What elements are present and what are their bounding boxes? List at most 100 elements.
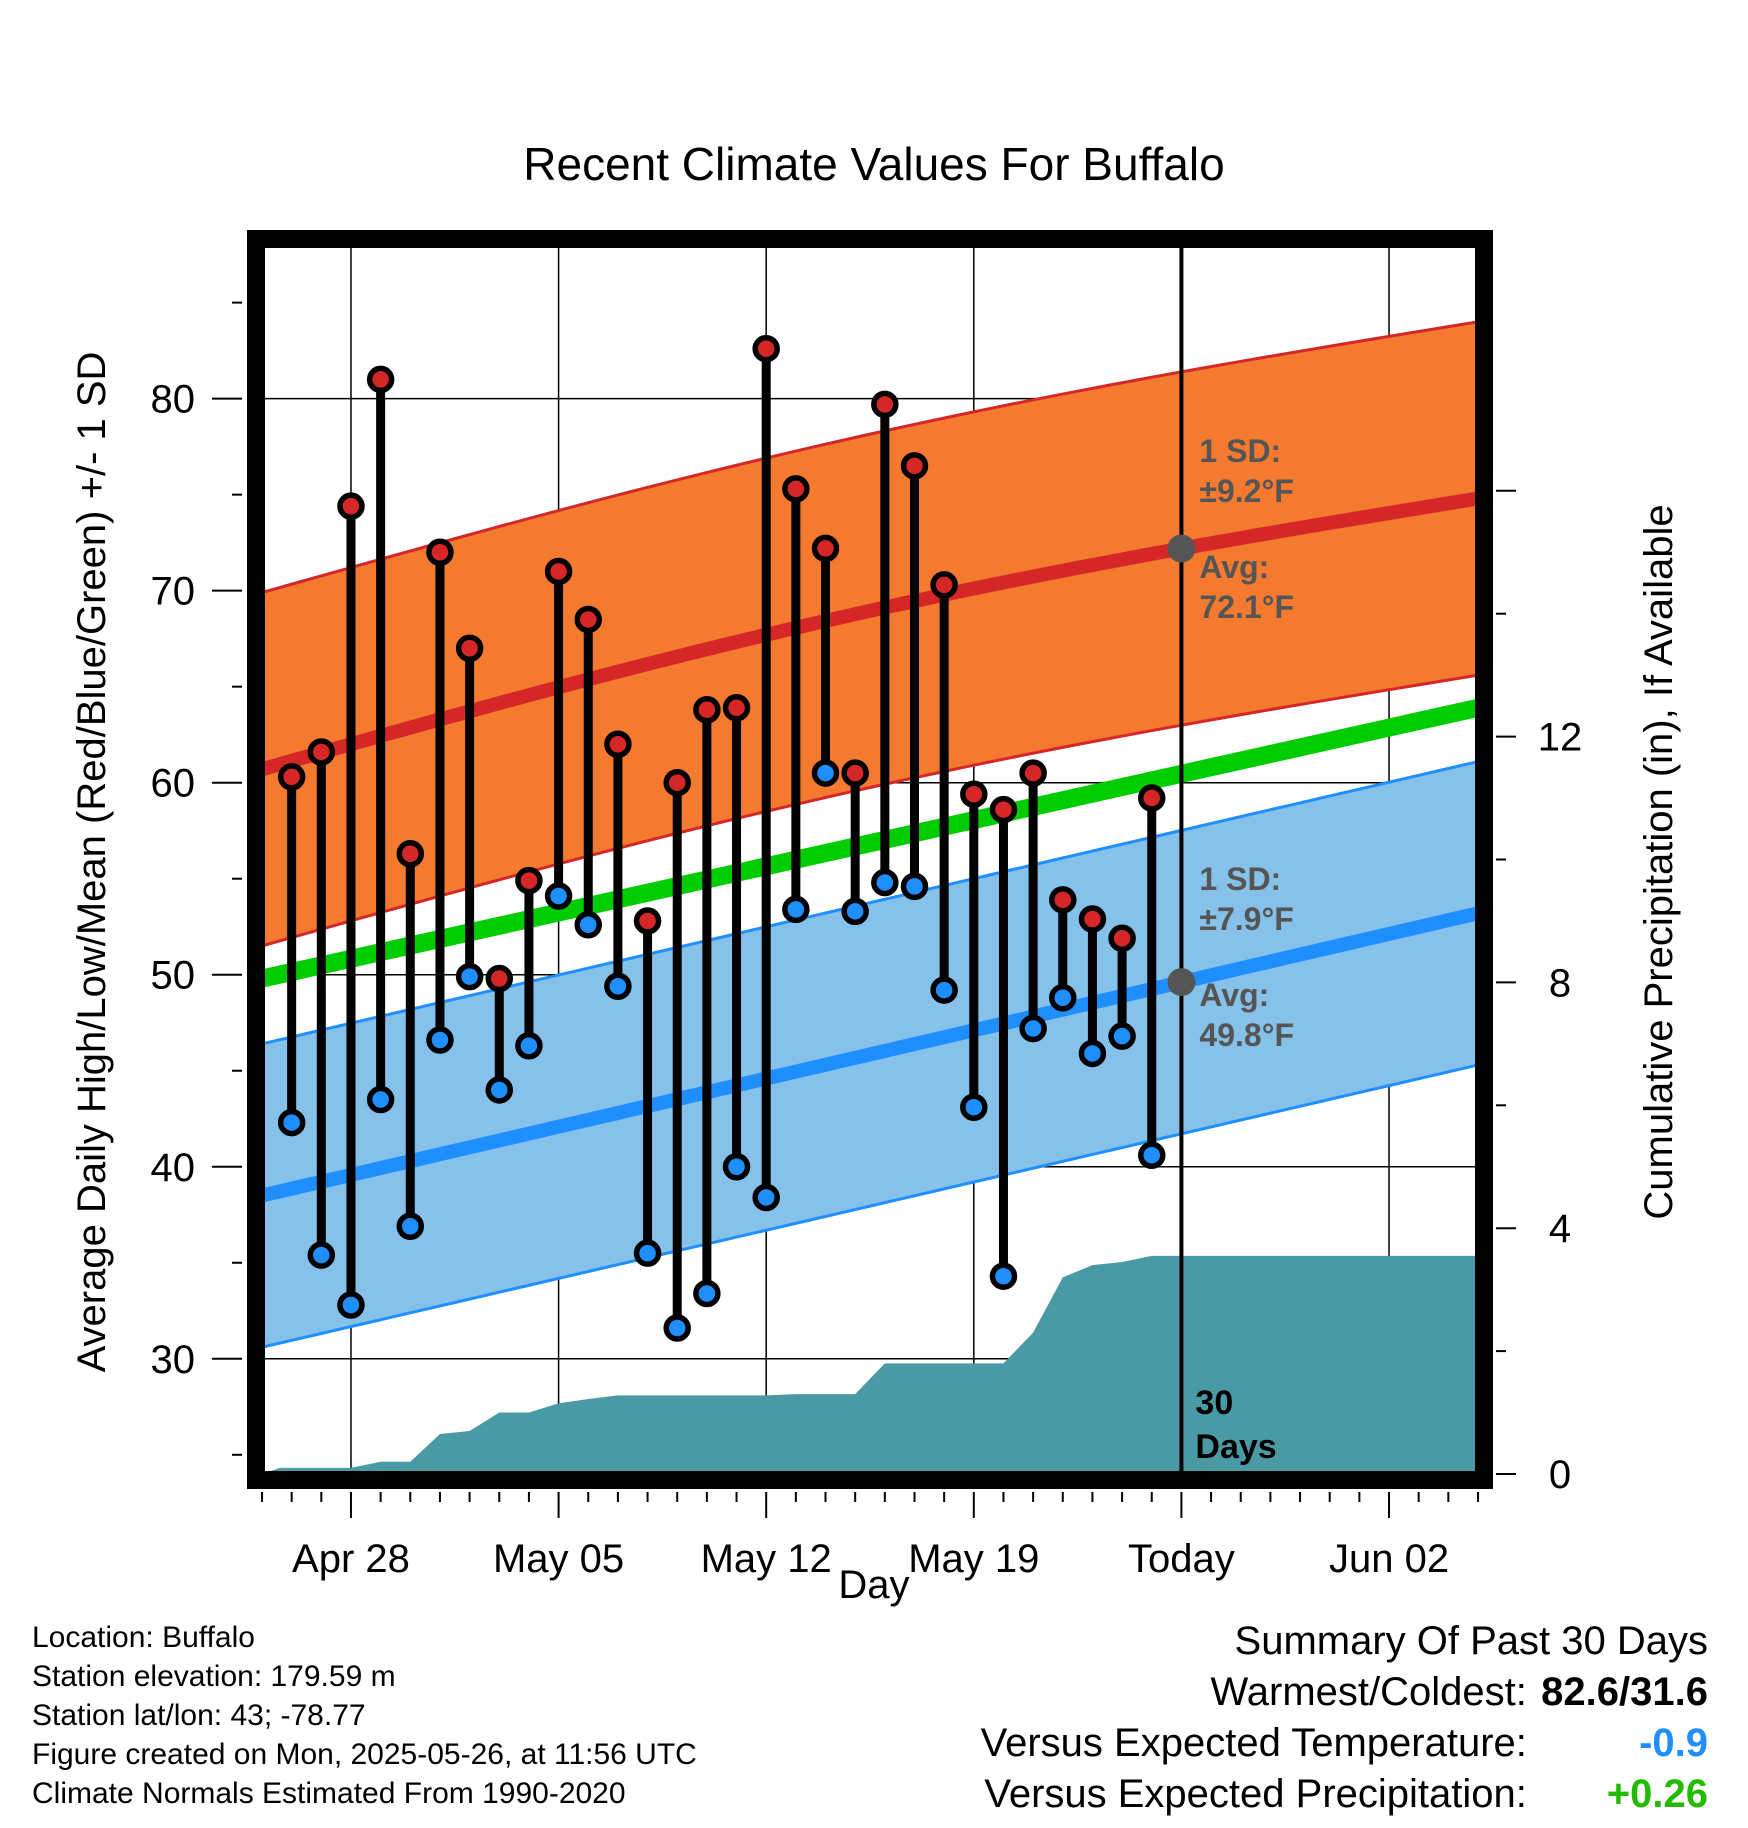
high-point [633, 907, 662, 935]
summary-precip-row: Versus Expected Precipitation: +0.26 [981, 1769, 1708, 1820]
summary-warmest-row: Warmest/Coldest: 82.6/31.6 [981, 1667, 1709, 1718]
low-point [930, 976, 958, 1004]
high-point [455, 634, 484, 663]
today-low-normal-dot [1167, 968, 1196, 997]
high-point [811, 534, 840, 563]
low-point [515, 1032, 543, 1060]
station-info: Location: Buffalo Station elevation: 179… [32, 1618, 697, 1813]
y-axis-label: Average Daily High/Low/Mean (Red/Blue/Gr… [70, 352, 114, 1373]
low-point [1019, 1014, 1047, 1043]
summary-panel: Summary Of Past 30 Days Warmest/Coldest:… [981, 1616, 1708, 1820]
high-point [485, 964, 514, 993]
low-point [337, 1291, 365, 1319]
low-point [574, 911, 602, 939]
low-band-lower-edge [261, 1063, 1479, 1349]
low-point [485, 1076, 514, 1104]
x-tick-label: Jun 02 [1329, 1537, 1449, 1581]
low-point [989, 1262, 1018, 1290]
climate-chart: Recent Climate Values For Buffalo 1 SD: ±… [70, 138, 1681, 1607]
today-window-label: 30 [1195, 1384, 1233, 1422]
low-point [752, 1183, 780, 1212]
latlon-text: Station lat/lon: 43; -78.77 [32, 1699, 366, 1732]
x-tick-label: May 05 [493, 1537, 624, 1581]
high-avg-label: Avg: [1199, 549, 1269, 585]
high-point [900, 452, 929, 480]
high-point [871, 390, 899, 419]
high-point [277, 763, 306, 791]
low-point [871, 868, 899, 897]
high-band-upper-edge [261, 320, 1479, 595]
warmest-label: Warmest/Coldest: [1210, 1670, 1527, 1714]
high-point [930, 571, 958, 599]
x-tick-label: May 12 [701, 1537, 832, 1581]
low-point [366, 1085, 395, 1114]
y-tick-label: 70 [151, 570, 196, 614]
normals-text: Climate Normals Estimated From 1990-2020 [32, 1777, 626, 1810]
high-sd-value: ±9.2°F [1199, 473, 1293, 509]
high-point [604, 730, 632, 759]
temp-value: -0.9 [1639, 1721, 1708, 1765]
low-point [396, 1212, 425, 1241]
high-point [960, 780, 988, 808]
precip-area [262, 1255, 1478, 1474]
high-avg-value: 72.1°F [1199, 589, 1294, 625]
high-point [1019, 759, 1047, 787]
high-point [1078, 905, 1107, 933]
x-tick-label: May 19 [908, 1537, 1039, 1581]
high-band-lower-edge [261, 673, 1479, 948]
low-point [1108, 1022, 1136, 1050]
low-point [900, 872, 929, 901]
x-tick-label: Today [1128, 1537, 1235, 1581]
x-tick-label: Apr 28 [292, 1537, 410, 1581]
low-normal-line [260, 906, 1480, 1203]
y-tick-label: 80 [151, 378, 196, 422]
high-point [307, 738, 336, 766]
low-sd-value: ±7.9°F [1199, 901, 1293, 937]
high-point [544, 557, 573, 586]
plot-frame [247, 230, 1493, 1489]
low-point [811, 759, 840, 787]
low-avg-value: 49.8°F [1199, 1017, 1294, 1053]
low-point [426, 1026, 454, 1054]
high-point [1049, 886, 1077, 914]
high-normal-band [262, 321, 1478, 946]
low-band-upper-edge [261, 760, 1479, 1046]
high-point [752, 334, 780, 363]
y-tick-label: 40 [151, 1146, 196, 1190]
y-tick-label: 30 [151, 1338, 196, 1382]
y2-tick-label: 4 [1549, 1207, 1571, 1251]
low-point [307, 1241, 336, 1269]
high-point [722, 694, 751, 722]
high-point [782, 475, 810, 503]
high-point [989, 795, 1018, 824]
high-point [1108, 924, 1136, 952]
high-sd-label: 1 SD: [1199, 433, 1281, 469]
high-normal-line [260, 491, 1480, 776]
chart-title: Recent Climate Values For Buffalo [523, 138, 1224, 190]
y-tick-label: 60 [151, 762, 196, 806]
precip-label: Versus Expected Precipitation: [984, 1772, 1527, 1816]
low-point [455, 962, 484, 991]
low-point [604, 972, 632, 1000]
elevation-text: Station elevation: 179.59 m [32, 1660, 396, 1693]
y2-axis-label: Cumulative Precipitation (in), If Availa… [1637, 504, 1681, 1219]
y2-tick-label: 12 [1538, 716, 1583, 760]
x-axis-label: Day [838, 1563, 909, 1607]
high-point [396, 839, 425, 868]
high-point [693, 695, 721, 724]
low-point [1138, 1141, 1166, 1169]
low-point [1049, 984, 1077, 1012]
low-avg-label: Avg: [1199, 977, 1269, 1013]
low-point [663, 1314, 691, 1342]
mean-normal-line [260, 699, 1480, 988]
low-point [782, 895, 810, 924]
low-sd-label: 1 SD: [1199, 861, 1281, 897]
high-point [841, 759, 869, 787]
temp-label: Versus Expected Temperature: [980, 1721, 1527, 1765]
high-point [574, 605, 602, 634]
today-window-label: Days [1195, 1428, 1276, 1466]
low-point [1078, 1039, 1107, 1068]
location-text: Location: Buffalo [32, 1621, 255, 1654]
high-point [366, 365, 395, 394]
low-point [693, 1279, 721, 1308]
